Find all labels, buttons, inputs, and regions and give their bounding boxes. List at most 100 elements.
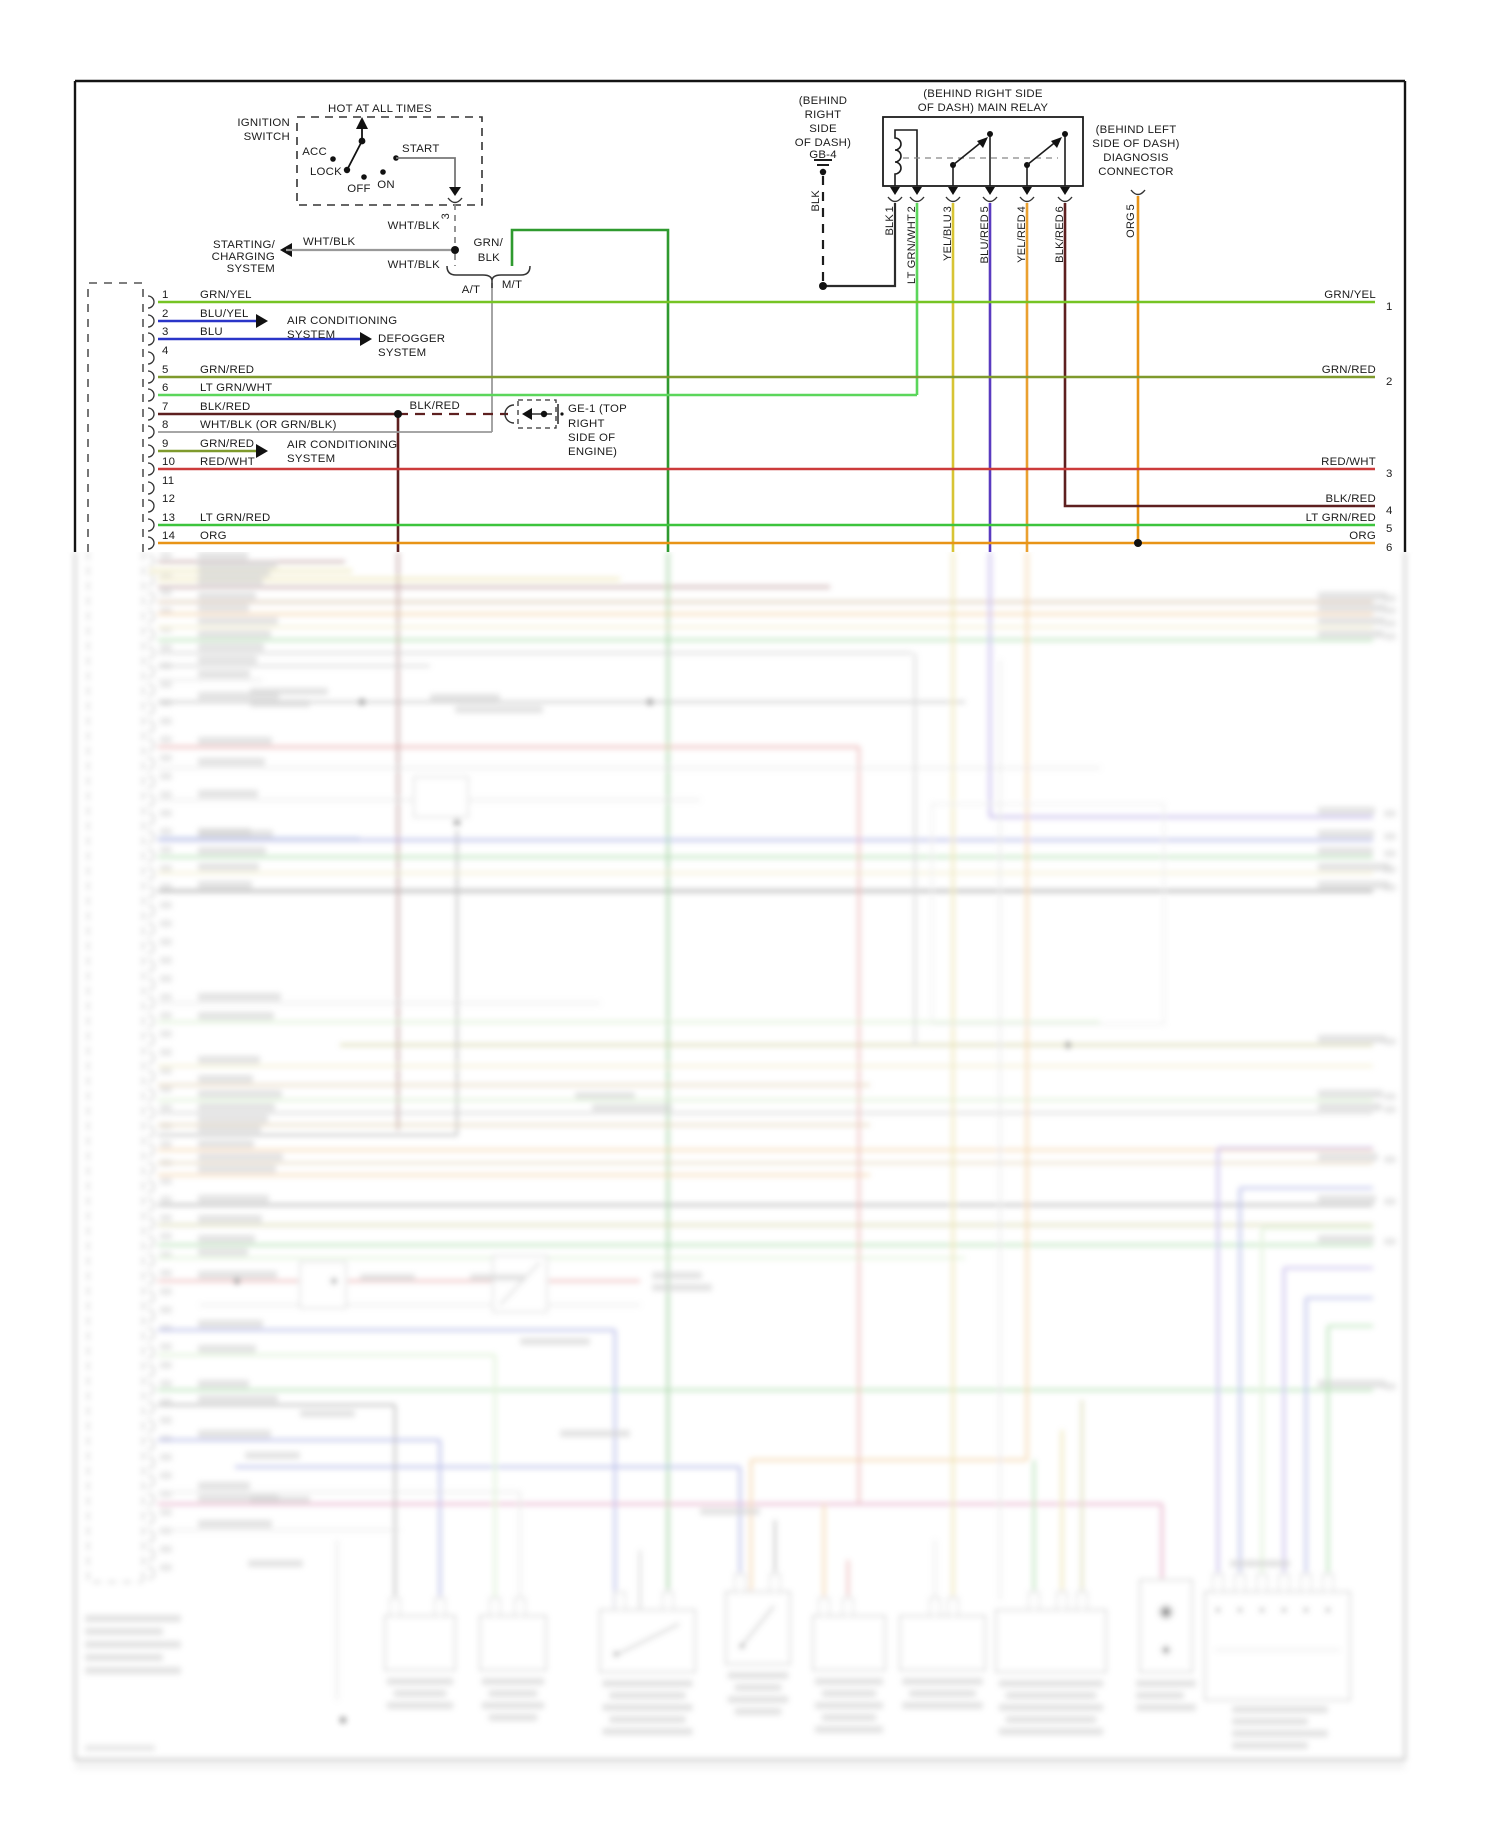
relay-pin2-label: LT GRN/WHT: [906, 214, 918, 284]
redge-num-6: 6: [1386, 542, 1393, 552]
label-diagnosis-3: DIAGNOSIS: [1103, 152, 1169, 164]
pin-num-13: 13: [162, 512, 175, 524]
sharp-background: [0, 0, 1500, 552]
junction-dot-org: [1134, 539, 1142, 547]
redge-num-2: 2: [1386, 376, 1393, 388]
pin-label-9: GRN/RED: [200, 438, 254, 450]
pin-label-13: LT GRN/RED: [200, 512, 270, 524]
pin-num-14: 14: [162, 530, 175, 542]
label-main-relay-2: OF DASH) MAIN RELAY: [918, 102, 1049, 114]
arrow-ac2: [256, 444, 268, 458]
pin-num-12: 12: [162, 493, 175, 505]
ge1-symbol: [504, 399, 564, 429]
label-whtblk-lower: WHT/BLK: [388, 259, 441, 271]
label-splice-3: 3: [440, 213, 452, 219]
ignition-switch-box: [296, 116, 483, 206]
blurred-diagram-content: [73, 552, 1407, 1768]
pin-num-7: 7: [162, 401, 169, 413]
label-mt: M/T: [502, 279, 522, 291]
label-off: OFF: [347, 183, 371, 195]
label-diagnosis-4: CONNECTOR: [1098, 166, 1173, 178]
pin-label-8: WHT/BLK (OR GRN/BLK): [200, 419, 337, 431]
label-diagnosis-1: (BEHIND LEFT: [1096, 124, 1177, 136]
redge-label-1: GRN/YEL: [1324, 289, 1376, 301]
label-ge1-1: GE-1 (TOP: [568, 403, 627, 415]
diagnosis-pin-num: 5: [1125, 204, 1137, 210]
switch-lever: [346, 140, 363, 171]
pin-num-1: 1: [162, 289, 169, 301]
pin-label-10: RED/WHT: [200, 456, 255, 468]
redge-num-3: 3: [1386, 468, 1393, 480]
relay-pin4-label: YEL/RED: [1016, 214, 1028, 263]
label-ge1-2: RIGHT: [568, 418, 605, 430]
label-defogger-2: SYSTEM: [378, 347, 426, 359]
redge-num-1: 1: [1386, 301, 1393, 313]
pin-num-10: 10: [162, 456, 175, 468]
label-lock: LOCK: [310, 166, 342, 178]
redge-label-3: RED/WHT: [1321, 456, 1376, 468]
pin-label-6: LT GRN/WHT: [200, 382, 272, 394]
page-border: [73, 79, 1407, 552]
pin-num-2: 2: [162, 308, 169, 320]
pin-num-4: 4: [162, 345, 169, 357]
gb4-terminal-dot: [819, 168, 827, 176]
pin-label-3: BLU: [200, 326, 223, 338]
label-gb4-3: SIDE: [809, 123, 837, 135]
pin-label-7: BLK/RED: [200, 401, 251, 413]
label-gb4-1: (BEHIND: [799, 95, 848, 107]
wire-grnblk: [510, 228, 670, 552]
label-diagnosis-2: SIDE OF DASH): [1092, 138, 1179, 150]
label-defogger-1: DEFOGGER: [378, 333, 445, 345]
arrow-ac1: [256, 314, 268, 328]
pin-label-2: BLU/YEL: [200, 308, 249, 320]
wire-start: [396, 157, 456, 188]
redge-num-5: 5: [1386, 523, 1393, 535]
junction-dot-blkred: [394, 410, 402, 418]
label-gb4-5: GB-4: [809, 149, 837, 161]
label-gb4-2: RIGHT: [805, 109, 842, 121]
label-gb4-wire-blk: BLK: [810, 190, 822, 212]
pin-num-3: 3: [162, 326, 169, 338]
pin-num-9: 9: [162, 438, 169, 450]
pos-on-dot: [380, 169, 386, 175]
wire-blk-relay1: [823, 203, 897, 288]
label-whtblk-upper: WHT/BLK: [388, 220, 441, 232]
label-starting-3: SYSTEM: [227, 263, 275, 275]
blur-fog-overlay: [30, 552, 1475, 1814]
pos-off-dot: [361, 174, 367, 180]
junction-dot-gb4: [819, 282, 827, 290]
relay-pin-arrows: [887, 187, 1073, 203]
pin-num-6: 6: [162, 382, 169, 394]
left-connector-pin-arcs: [147, 295, 155, 550]
label-main-relay-1: (BEHIND RIGHT SIDE: [923, 88, 1043, 100]
label-ge1-4: ENGINE): [568, 446, 617, 458]
redge-label-6: ORG: [1349, 530, 1376, 542]
label-ignition-switch-2: SWITCH: [244, 131, 290, 143]
main-relay-box: [882, 116, 1084, 187]
diagnosis-pin-label: ORG: [1125, 212, 1137, 238]
relay-coil: [894, 129, 918, 186]
relay-switch2-lever: [1026, 139, 1059, 166]
pos-acc-dot: [330, 156, 336, 162]
pin-num-5: 5: [162, 364, 169, 376]
label-at: A/T: [462, 284, 480, 296]
splice-connector-arc: [447, 197, 463, 204]
pos-lock-dot: [343, 166, 351, 174]
pin-num-8: 8: [162, 419, 169, 431]
label-gb4-4: OF DASH): [795, 137, 851, 149]
label-hot-at-all-times: HOT AT ALL TIMES: [328, 103, 432, 115]
label-starting-2: CHARGING: [212, 251, 275, 263]
label-acc: ACC: [302, 146, 327, 158]
label-ac1-1: AIR CONDITIONING: [287, 315, 397, 327]
label-whtblk-arrow: WHT/BLK: [303, 236, 356, 248]
relay-pin3-label: YEL/BLU: [942, 214, 954, 261]
arrow-hot: [356, 117, 368, 129]
diagnosis-connector-arc: [1130, 189, 1146, 196]
label-ignition-switch-1: IGNITION: [237, 117, 290, 129]
pin-label-1: GRN/YEL: [200, 289, 252, 301]
redge-num-4: 4: [1386, 505, 1393, 517]
pin-label-5: GRN/RED: [200, 364, 254, 376]
redge-label-4: BLK/RED: [1326, 493, 1377, 505]
branch-arrows: [256, 243, 372, 458]
